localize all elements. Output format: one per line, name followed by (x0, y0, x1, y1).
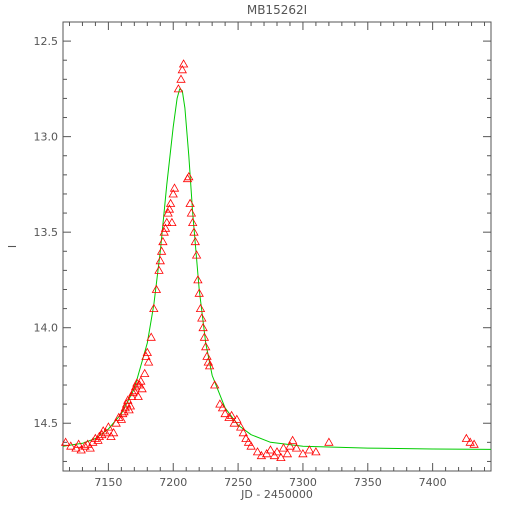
data-point (143, 357, 154, 366)
data-point (224, 412, 234, 421)
fit-curve-layer (62, 88, 492, 450)
x-tick-label: 7400 (419, 476, 447, 489)
x-axis-title: JD - 2450000 (240, 488, 313, 501)
data-point (149, 303, 159, 313)
data-point (185, 198, 195, 207)
data-point (217, 403, 228, 412)
data-point (241, 433, 251, 442)
data-point (461, 433, 472, 442)
data-point (304, 445, 315, 454)
data-point (204, 361, 215, 370)
data-point (188, 217, 198, 227)
data-point (265, 445, 276, 454)
data-point (164, 204, 175, 213)
data-point (191, 250, 202, 259)
data-point (287, 435, 298, 444)
data-point (193, 275, 203, 284)
data-point (136, 376, 146, 385)
data-point (103, 422, 114, 431)
data-point (160, 223, 171, 232)
data-point (465, 437, 475, 446)
data-point (101, 427, 111, 437)
data-point (116, 414, 127, 423)
data-point (194, 288, 204, 297)
data-point (158, 236, 168, 246)
data-point (137, 383, 147, 393)
data-point (285, 441, 295, 450)
y-tick-label: 12.5 (34, 35, 59, 48)
data-point (133, 391, 143, 400)
data-point (167, 217, 177, 227)
data-point (246, 441, 256, 450)
data-point (80, 441, 90, 450)
data-point (220, 408, 230, 418)
data-point (156, 246, 167, 255)
data-point (189, 227, 199, 236)
data-point (125, 401, 136, 410)
fit-curve (62, 88, 492, 450)
data-point (252, 447, 263, 456)
data-point (210, 380, 220, 389)
data-point (108, 427, 119, 437)
data-point (151, 284, 162, 293)
data-point (202, 351, 212, 360)
data-point (173, 84, 184, 93)
data-point (190, 236, 200, 246)
x-axis: 7150 7200 7250 7300 7350 7400 (68, 22, 486, 489)
data-point (60, 437, 71, 446)
data-point (176, 74, 186, 83)
data-point (291, 443, 302, 452)
data-point (178, 59, 189, 68)
data-point (154, 265, 164, 274)
x-tick-label: 7200 (159, 476, 187, 489)
data-point (186, 208, 197, 217)
data-point (199, 332, 210, 341)
data-point (198, 322, 208, 332)
data-point (177, 64, 187, 74)
data-point (311, 447, 321, 456)
data-point (215, 399, 225, 408)
observation-points (60, 59, 479, 462)
data-point (165, 198, 176, 207)
y-axis: 12.5 13.0 13.5 14.0 14.5 (34, 35, 491, 462)
data-point (226, 410, 237, 420)
data-point (232, 414, 242, 423)
x-tick-label: 7350 (354, 476, 382, 489)
data-point (324, 437, 334, 446)
x-tick-label: 7250 (224, 476, 252, 489)
data-point (236, 422, 246, 431)
data-point (168, 189, 178, 198)
x-tick-label: 7300 (289, 476, 317, 489)
data-point (85, 443, 95, 452)
y-tick-label: 13.5 (34, 226, 59, 239)
y-tick-label: 13.0 (34, 131, 59, 144)
data-point (169, 183, 180, 192)
y-tick-label: 14.5 (34, 417, 59, 430)
data-point (163, 208, 173, 217)
data-point (238, 427, 248, 437)
data-point (469, 439, 479, 448)
data-point (142, 347, 152, 356)
data-point (184, 171, 194, 181)
data-point (140, 368, 150, 378)
data-point (66, 441, 76, 450)
y-tick-label: 14.0 (34, 322, 59, 335)
data-point (146, 332, 156, 341)
data-point (278, 443, 289, 452)
x-tick-label: 7150 (94, 476, 122, 489)
data-point (162, 217, 172, 227)
y-axis-title: I (6, 245, 19, 248)
chart-title: MB15262I (247, 3, 307, 17)
data-point (155, 255, 165, 265)
data-point (197, 313, 207, 322)
data-point (195, 303, 206, 313)
data-point (203, 357, 213, 366)
data-point (243, 437, 254, 446)
data-point (73, 439, 84, 448)
data-point (201, 341, 211, 351)
data-point (282, 448, 293, 458)
